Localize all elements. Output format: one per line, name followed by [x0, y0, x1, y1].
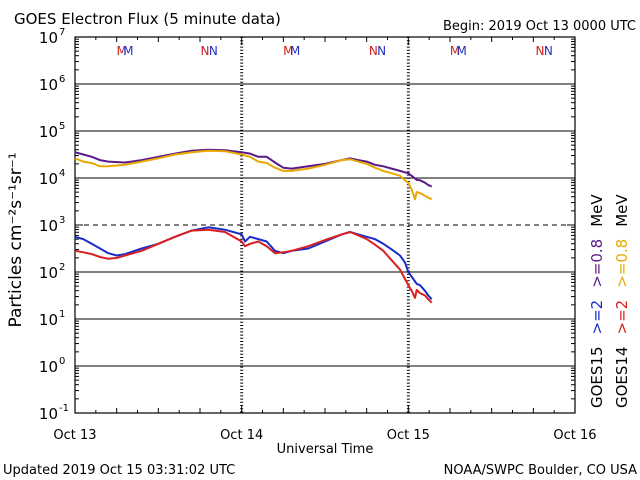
x-tick-label: Oct 13 — [53, 428, 96, 443]
mn-marker: M — [116, 44, 126, 58]
mn-marker: N — [544, 44, 553, 58]
credit-label: NOAA/SWPC Boulder, CO USA — [444, 463, 637, 478]
chart-title: GOES Electron Flux (5 minute data) — [14, 10, 281, 28]
series-line — [74, 228, 433, 304]
legend-part: MeV — [613, 194, 631, 227]
x-tick-label: Oct 14 — [220, 428, 263, 443]
y-tick-label: 10 6 — [39, 74, 65, 94]
mn-marker: M — [123, 44, 133, 58]
y-tick-exp: 7 — [59, 27, 65, 38]
y-tick-exp: 6 — [59, 74, 65, 85]
day-dividers — [74, 37, 576, 413]
legend-row: GOES15 >=2 >=0.8 MeV — [588, 194, 606, 408]
legend-part: GOES14 — [613, 346, 631, 408]
y-tick-label: 10 1 — [39, 309, 65, 329]
y-axis-label: Particles cm⁻²s⁻¹sr⁻¹ — [6, 152, 26, 327]
legend-part: GOES15 — [588, 346, 606, 408]
y-tick-exp: 4 — [59, 168, 65, 179]
y-tick-base: 10 — [39, 170, 58, 188]
y-tick-base: 10 — [39, 405, 58, 423]
legend-part: MeV — [588, 194, 606, 227]
mn-marker: N — [377, 44, 386, 58]
y-tick-exp: 2 — [59, 262, 65, 273]
y-tick-label: 10 -1 — [39, 403, 69, 423]
y-tick-base: 10 — [39, 29, 58, 47]
series-line — [74, 148, 433, 188]
y-tick-exp: -1 — [59, 403, 69, 414]
y-tick-label: 10 0 — [39, 356, 65, 376]
x-tick-label: Oct 15 — [387, 428, 430, 443]
legend-part: >=2 — [588, 300, 606, 335]
mn-marker: N — [201, 44, 210, 58]
series-line — [74, 149, 433, 201]
legend-part: >=2 — [613, 300, 631, 335]
y-tick-base: 10 — [39, 123, 58, 141]
x-tick-label: Oct 16 — [553, 428, 596, 443]
updated-timestamp: Updated 2019 Oct 15 03:31:02 UTC — [3, 463, 235, 478]
y-tick-label: 10 7 — [39, 27, 65, 47]
y-tick-base: 10 — [39, 76, 58, 94]
x-axis-label: Universal Time — [277, 442, 374, 457]
mn-marker: N — [536, 44, 545, 58]
y-tick-label: 10 3 — [39, 215, 65, 235]
legend-row: GOES14 >=2 >=0.8 MeV — [613, 194, 631, 408]
y-tick-exp: 3 — [59, 215, 65, 226]
mn-marker: M — [456, 44, 466, 58]
mn-marker: M — [290, 44, 300, 58]
y-tick-exp: 0 — [59, 356, 65, 367]
y-tick-label: 10 4 — [39, 168, 65, 188]
legend-part: >=0.8 — [588, 239, 606, 288]
x-axis: Oct 13 Oct 14 Oct 15 Oct 16 — [53, 428, 596, 443]
begin-label: Begin: 2019 Oct 13 0000 UTC — [443, 19, 636, 34]
y-tick-base: 10 — [39, 217, 58, 235]
mn-markers: MM N N MM N N MM N N — [116, 44, 552, 58]
y-tick-label: 10 5 — [39, 121, 65, 141]
y-tick-exp: 5 — [59, 121, 65, 132]
right-legend: GOES15 >=2 >=0.8 MeV GOES14 >=2 >=0.8 MeV — [588, 194, 631, 408]
y-tick-exp: 1 — [59, 309, 65, 320]
y-tick-base: 10 — [39, 264, 58, 282]
y-tick-base: 10 — [39, 358, 58, 376]
series-line — [74, 226, 433, 300]
y-tick-label: 10 2 — [39, 262, 65, 282]
grid — [75, 83, 575, 367]
data-series — [74, 148, 433, 304]
y-tick-base: 10 — [39, 311, 58, 329]
mn-marker: N — [369, 44, 378, 58]
mn-marker: M — [450, 44, 460, 58]
mn-marker: N — [209, 44, 218, 58]
mn-marker: M — [283, 44, 293, 58]
legend-part: >=0.8 — [613, 239, 631, 288]
